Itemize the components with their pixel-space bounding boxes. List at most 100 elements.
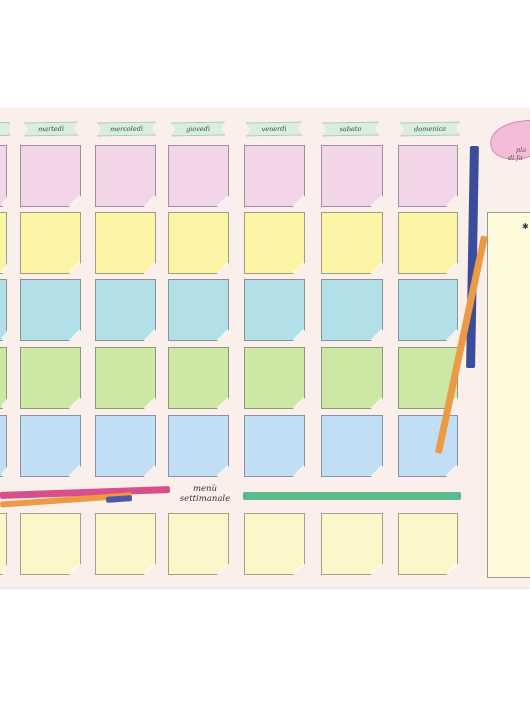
sticky-note[interactable] [95,415,156,477]
day-label: sabato [339,124,362,134]
day-label: martedì [37,124,64,134]
note-curl [2,195,6,206]
sticky-note[interactable] [398,279,458,341]
note-curl [68,195,80,206]
note-curl [370,329,382,340]
day-ribbon-friday: venerdì [246,122,302,137]
sticky-note[interactable] [244,347,305,409]
day-ribbon-partial [0,122,10,136]
sticky-note[interactable] [0,513,7,575]
sticky-note[interactable] [95,145,156,207]
note-curl [445,563,457,574]
pen-green-horizontal [243,492,461,500]
day-ribbon-sunday: domenica [400,121,460,136]
sticky-note[interactable] [244,279,305,341]
note-curl [216,195,228,206]
sticky-note[interactable] [398,145,458,207]
note-curl [370,563,382,574]
note-curl [370,465,382,476]
sticky-note[interactable] [168,347,229,409]
note-curl [143,329,155,340]
note-curl [292,329,304,340]
note-curl [2,563,6,574]
day-label: venerdì [261,124,287,134]
sticky-note[interactable] [0,212,7,274]
sticky-note[interactable] [321,513,383,575]
sticky-note[interactable] [168,415,229,477]
note-curl [2,262,6,273]
note-curl [68,465,80,476]
note-curl [370,262,382,273]
sticky-note[interactable] [321,145,383,207]
note-curl [216,563,228,574]
note-curl [292,262,304,273]
sticky-note[interactable] [0,347,7,409]
day-ribbon-wednesday: mercoledì [97,121,156,136]
note-curl [445,465,457,476]
note-curl [143,195,155,206]
note-curl [143,397,155,408]
sticky-note[interactable] [0,145,7,207]
menu-title-line2: settimanale [179,494,231,504]
note-curl [445,195,457,206]
note-curl [143,563,155,574]
sticky-note[interactable] [398,513,458,575]
day-label: giovedì [185,124,211,134]
note-curl [292,563,304,574]
sticky-note[interactable] [398,415,458,477]
sticky-note[interactable] [168,145,229,207]
sticky-note[interactable] [20,415,81,477]
note-curl [370,195,382,206]
menu-title: menù settimanale [172,484,238,504]
note-curl [292,195,304,206]
star-icon: ✱ [522,222,529,231]
note-curl [2,397,6,408]
shopping-list-panel[interactable] [487,212,530,578]
heart-text-line1: pla [516,146,527,154]
heart-badge-text: pla di fa [508,146,530,162]
note-curl [143,262,155,273]
sticky-note[interactable] [20,347,81,409]
note-curl [2,329,6,340]
sticky-note[interactable] [244,513,305,575]
note-curl [68,262,80,273]
note-curl [68,329,80,340]
menu-title-line1: menù [192,484,218,494]
note-curl [370,397,382,408]
sticky-note[interactable] [95,279,156,341]
sticky-note[interactable] [95,212,156,274]
note-curl [68,563,80,574]
sticky-note[interactable] [168,513,229,575]
note-curl [292,465,304,476]
note-curl [292,397,304,408]
note-curl [68,397,80,408]
sticky-note[interactable] [20,513,81,575]
sticky-note[interactable] [0,279,7,341]
sticky-note[interactable] [321,415,383,477]
day-ribbon-tuesday: martedì [24,122,78,137]
sticky-note[interactable] [20,145,81,207]
sticky-note[interactable] [95,513,156,575]
day-label: domenica [413,124,447,134]
note-curl [445,329,457,340]
note-curl [216,262,228,273]
sticky-note[interactable] [398,212,458,274]
sticky-note[interactable] [321,347,383,409]
sticky-note[interactable] [20,212,81,274]
sticky-note[interactable] [168,279,229,341]
sticky-note[interactable] [95,347,156,409]
note-curl [216,329,228,340]
sticky-note[interactable] [244,145,305,207]
sticky-note[interactable] [168,212,229,274]
sticky-note[interactable] [244,212,305,274]
sticky-note[interactable] [244,415,305,477]
day-label: mercoledì [110,124,143,134]
note-curl [445,262,457,273]
day-ribbon-saturday: sabato [322,122,379,137]
sticky-note[interactable] [321,212,383,274]
day-ribbon-thursday: giovedì [171,122,225,137]
heart-text-line2: di fa [508,154,523,162]
sticky-note[interactable] [321,279,383,341]
sticky-note[interactable] [20,279,81,341]
sticky-note[interactable] [0,415,7,477]
